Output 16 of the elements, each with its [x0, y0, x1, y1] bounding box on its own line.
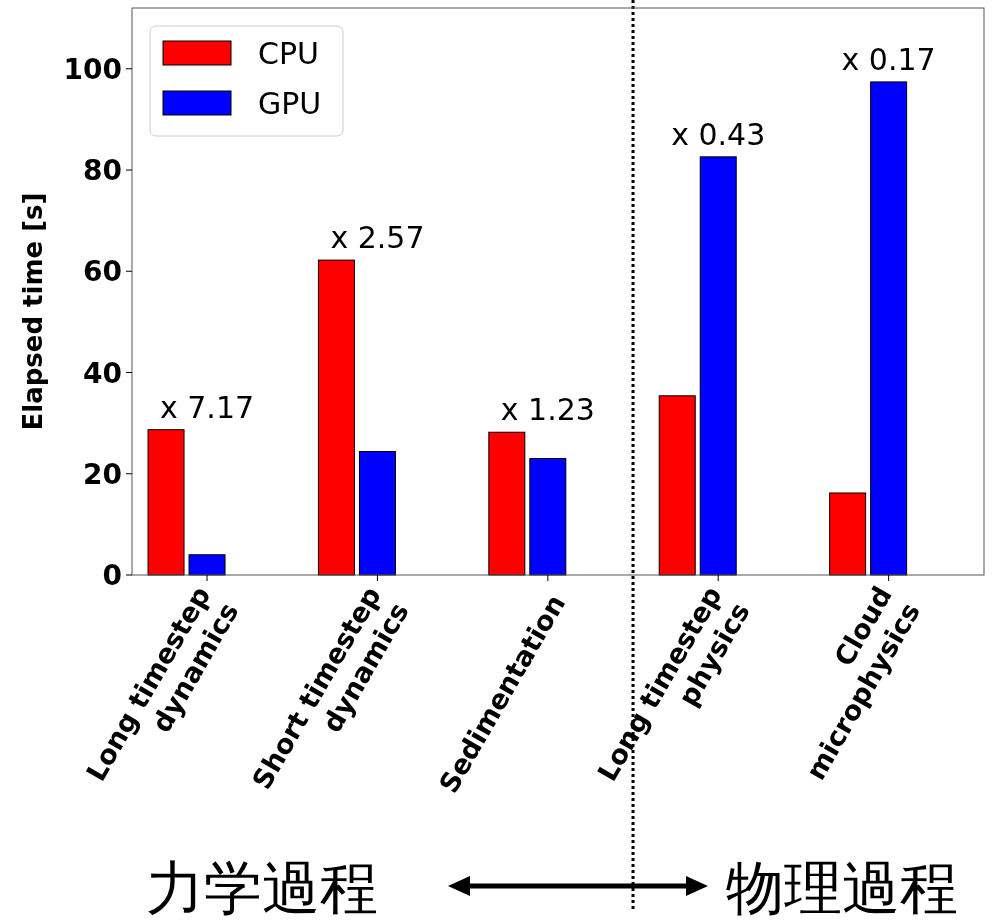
legend-label: CPU	[258, 35, 319, 71]
annotation: x 0.17	[841, 41, 936, 77]
y-tick-label: 20	[83, 457, 122, 491]
y-tick-label: 100	[63, 52, 122, 86]
y-tick-label: 0	[102, 559, 122, 593]
legend-label: GPU	[258, 85, 322, 121]
annotation: x 0.43	[671, 116, 766, 152]
text: 物理過程	[726, 854, 958, 922]
y-tick-label: 40	[83, 356, 122, 390]
y-axis-title: Elapsed time [s]	[18, 192, 48, 431]
annotation: x 7.17	[159, 389, 255, 425]
text: 力学過程	[146, 854, 378, 922]
y-tick-label: 60	[83, 255, 122, 289]
annotation: x 2.57	[330, 220, 425, 256]
annotation: x 1.23	[500, 392, 595, 428]
y-tick-label: 80	[83, 154, 122, 188]
